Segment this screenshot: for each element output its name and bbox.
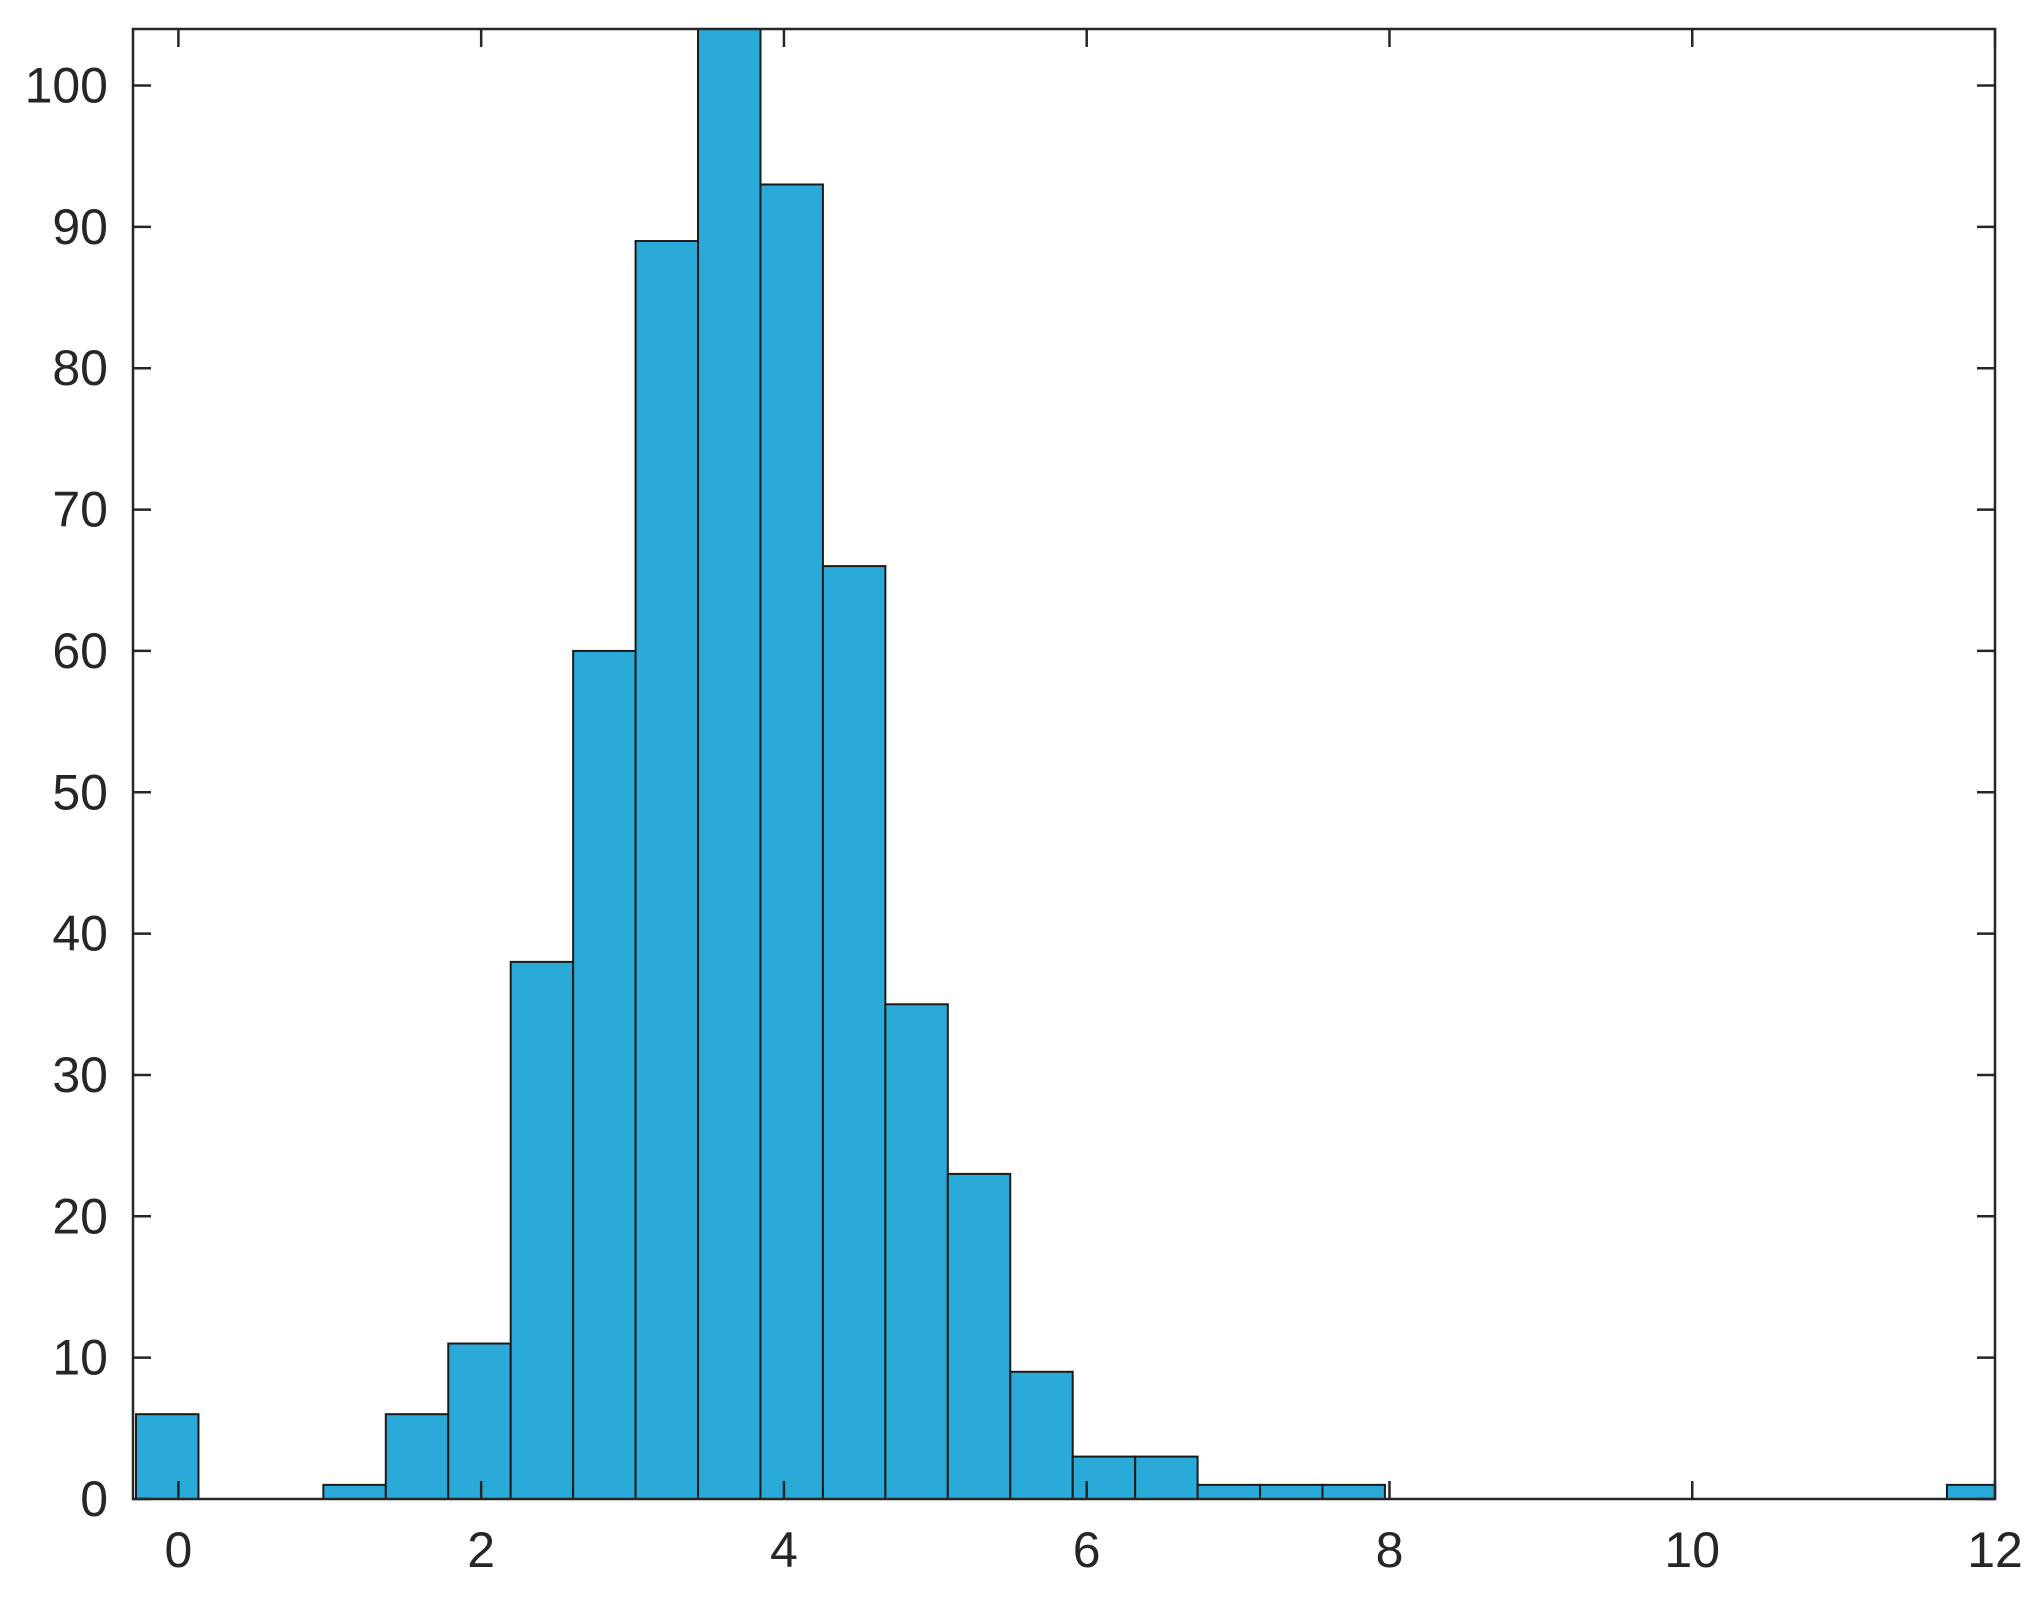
histogram-bar-5 (447, 1342, 512, 1501)
y-tick-label-1: 10 (52, 1330, 108, 1386)
x-tick-label-2: 4 (770, 1522, 798, 1578)
x-tick-label-0: 0 (165, 1522, 193, 1578)
histogram-bar-4 (384, 1413, 450, 1500)
y-tick-label-3: 30 (52, 1047, 108, 1103)
ticks-layer: 0 2 4 6 8 10 12 0 10 20 30 40 50 60 70 80 90 100 (25, 29, 2023, 1578)
plot-frame (131, 27, 1997, 1501)
y-tick-label-7: 70 (52, 482, 108, 538)
y-tick-label-6: 60 (52, 623, 108, 679)
histogram-bar-11 (821, 565, 887, 1500)
x-tick-label-4: 8 (1376, 1522, 1404, 1578)
y-tick-label-8: 80 (52, 340, 108, 396)
y-tick-label-0: 0 (80, 1471, 108, 1527)
histogram-bar-16 (1134, 1455, 1199, 1501)
histogram-bar-14 (1009, 1370, 1074, 1500)
histogram-bar-18 (1259, 1483, 1324, 1500)
histogram-bar-6 (509, 960, 575, 1500)
histogram-bar-17 (1196, 1483, 1262, 1500)
x-tick-label-6: 12 (1967, 1522, 2023, 1578)
y-tick-label-9: 90 (52, 199, 108, 255)
bars-layer (135, 28, 1995, 1501)
x-tick-label-3: 6 (1073, 1522, 1101, 1578)
y-tick-label-5: 50 (52, 764, 108, 820)
histogram-bar-19 (1321, 1483, 1386, 1500)
axes-layer (131, 27, 1997, 1501)
histogram-bar-9 (697, 28, 762, 1500)
histogram-bar-12 (884, 1003, 949, 1500)
histogram-bar-15 (1071, 1455, 1137, 1501)
histogram-bar-7 (572, 649, 637, 1500)
histogram-bar-3 (322, 1483, 387, 1500)
histogram-bar-0 (135, 1413, 200, 1500)
x-tick-label-1: 2 (467, 1522, 495, 1578)
y-tick-label-2: 20 (52, 1188, 108, 1244)
histogram-bar-10 (759, 183, 824, 1501)
x-tick-label-5: 10 (1664, 1522, 1720, 1578)
y-tick-label-4: 40 (52, 906, 108, 962)
histogram-bar-8 (634, 240, 700, 1500)
histogram-bar-13 (946, 1172, 1012, 1500)
y-tick-label-10: 100 (25, 58, 108, 114)
